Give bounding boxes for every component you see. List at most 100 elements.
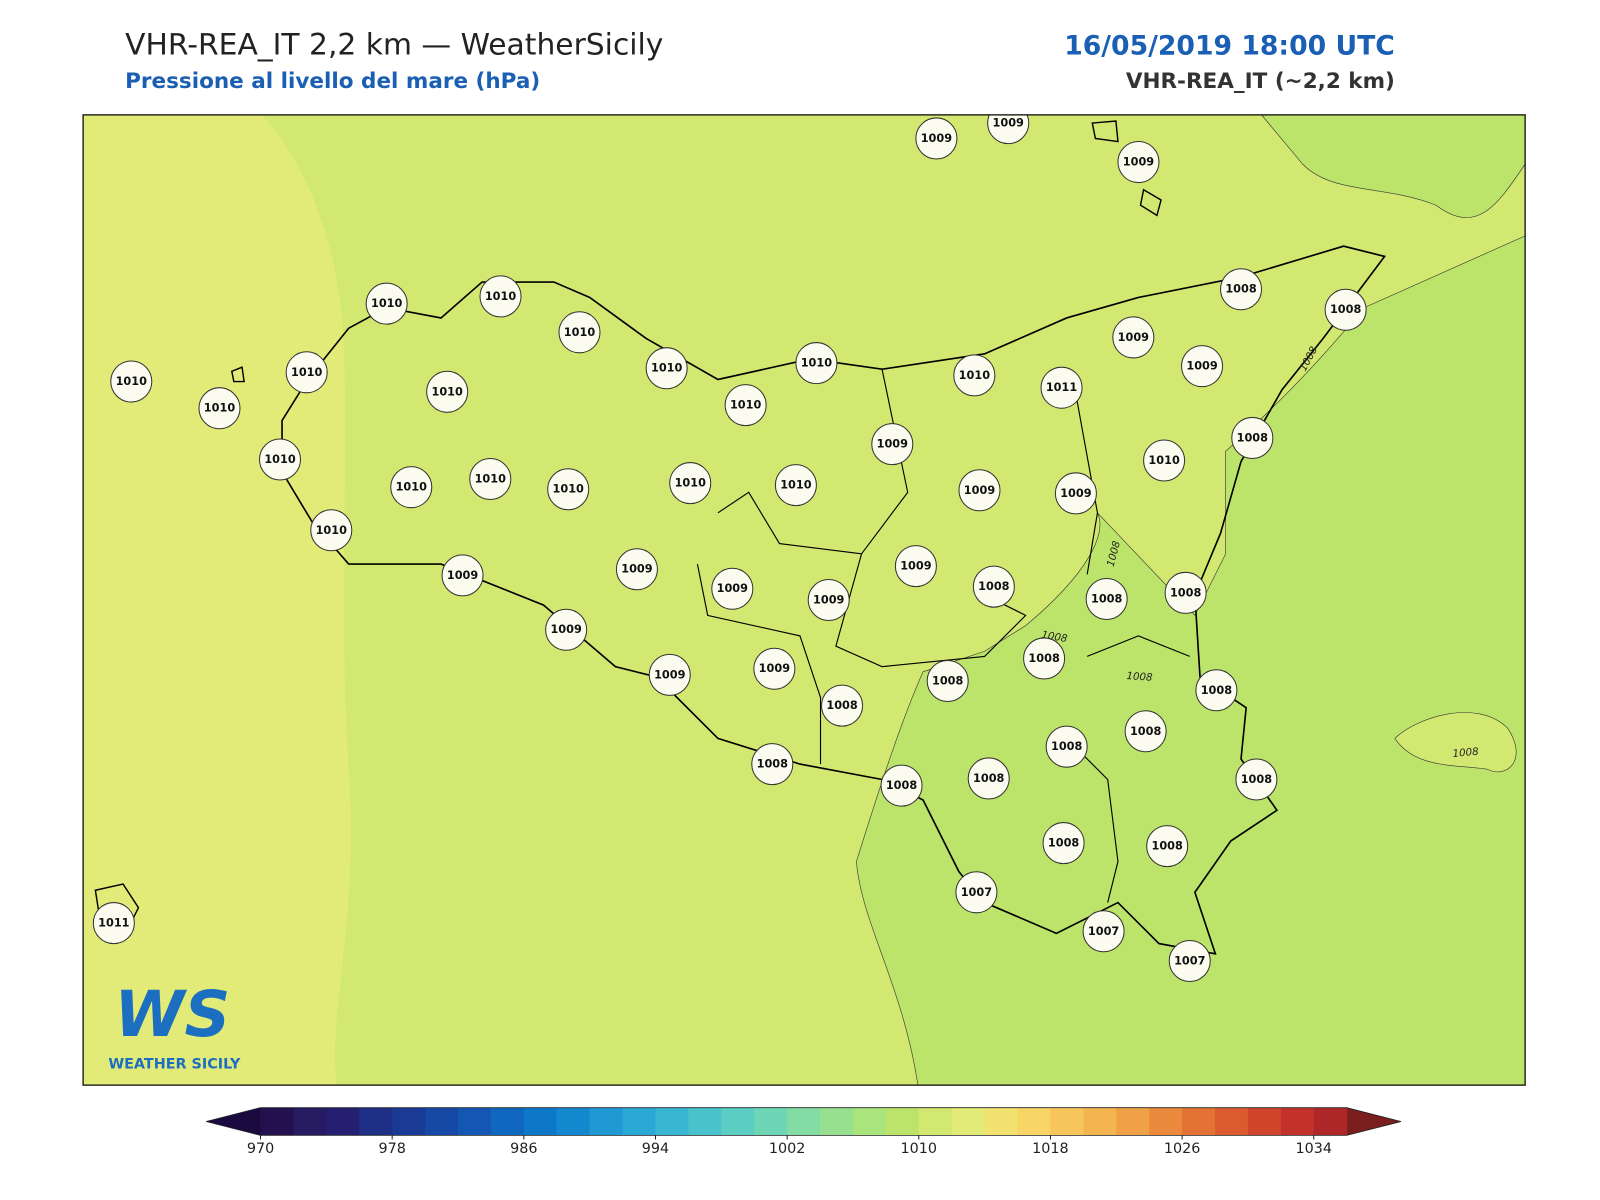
model-label: VHR-REA_IT (~2,2 km) — [1126, 69, 1395, 94]
colorbar-bin — [721, 1107, 755, 1136]
colorbar-tick-label: 970 — [247, 1141, 274, 1157]
station-value: 1008 — [1048, 837, 1080, 850]
station-marker — [894, 545, 937, 588]
station-value: 1010 — [675, 477, 707, 490]
station-value: 1008 — [932, 675, 964, 688]
station-marker — [390, 466, 433, 509]
station-value: 1008 — [1091, 592, 1123, 605]
colorbar-bin — [622, 1107, 656, 1136]
station-marker — [967, 757, 1010, 800]
station-marker — [615, 548, 658, 591]
station-marker — [365, 282, 408, 325]
station-value: 1008 — [886, 779, 918, 792]
colorbar-over — [1346, 1107, 1402, 1136]
station-value: 1010 — [564, 326, 596, 339]
station: 1007 — [1082, 910, 1125, 953]
contour-label: 1008 — [1126, 670, 1153, 684]
station-value: 1008 — [757, 758, 789, 771]
station: 1010 — [258, 438, 302, 481]
station-marker — [1146, 825, 1189, 868]
station-value: 1008 — [1051, 740, 1083, 753]
station: 1009 — [648, 653, 691, 696]
station: 1009 — [958, 469, 1001, 512]
station-value: 1009 — [654, 668, 686, 681]
station: 1009 — [1054, 472, 1097, 515]
station-marker — [648, 653, 691, 696]
station-marker — [1040, 366, 1083, 409]
colorbar-bin — [523, 1107, 558, 1136]
station-value: 1010 — [730, 399, 762, 412]
station-value: 1010 — [1148, 454, 1180, 467]
station-value: 1010 — [204, 402, 236, 415]
station-marker — [953, 354, 996, 397]
station: 1010 — [110, 360, 153, 403]
station-marker — [1181, 345, 1224, 388]
station-marker — [955, 871, 998, 914]
colorbar-bin — [655, 1107, 689, 1136]
station-value: 1009 — [877, 438, 909, 451]
station-marker — [987, 114, 1030, 145]
station: 1008 — [926, 660, 969, 703]
station: 1008 — [821, 684, 864, 727]
station: 1011 — [1040, 366, 1083, 409]
station-value: 1008 — [1151, 840, 1183, 853]
station: 1009 — [545, 608, 588, 651]
station-marker — [426, 370, 469, 413]
station-value: 1010 — [316, 524, 348, 537]
station: 1008 — [1219, 268, 1263, 311]
colorbar-bin — [918, 1107, 953, 1136]
station: 1008 — [1085, 577, 1128, 620]
station-marker — [545, 608, 588, 651]
station-value: 1009 — [550, 623, 582, 636]
station-value: 1008 — [1225, 283, 1257, 296]
station: 1007 — [1168, 940, 1211, 983]
station-marker — [958, 469, 1001, 512]
colorbar-bin — [260, 1107, 294, 1136]
station-marker — [1195, 669, 1238, 712]
contour-label: 1008 — [1452, 746, 1480, 760]
datetime: 16/05/2019 18:00 UTC — [1064, 30, 1395, 61]
station-value: 1010 — [651, 362, 683, 375]
colorbar-bin — [1215, 1107, 1249, 1136]
station: 1008 — [1164, 571, 1207, 614]
colorbar-bin — [1313, 1107, 1348, 1136]
station-marker — [1112, 316, 1155, 359]
station-marker — [1117, 141, 1160, 184]
station: 1009 — [1181, 345, 1224, 388]
colorbar-bin — [787, 1107, 821, 1136]
station-value: 1010 — [475, 472, 507, 485]
colorbar-tick-label: 994 — [642, 1141, 669, 1157]
station-marker — [285, 351, 328, 394]
station-marker — [1219, 268, 1263, 311]
station-marker — [807, 578, 850, 622]
station-marker — [1168, 940, 1211, 983]
station-value: 1010 — [291, 366, 323, 379]
colorbar-bin — [1247, 1107, 1282, 1136]
colorbar-under — [206, 1107, 261, 1136]
colorbar-bin — [1116, 1107, 1150, 1136]
station: 1008 — [1146, 825, 1189, 868]
station-value: 1009 — [1118, 331, 1150, 344]
station: 1010 — [390, 466, 433, 509]
station-value: 1010 — [959, 369, 991, 382]
station-value: 1011 — [98, 917, 130, 930]
station-value: 1010 — [553, 483, 585, 496]
station: 1010 — [547, 468, 590, 511]
colorbar-bin — [885, 1107, 920, 1136]
station-marker — [915, 117, 958, 160]
station-marker — [972, 565, 1015, 608]
colorbar-bin — [293, 1107, 327, 1136]
station-marker — [724, 384, 767, 427]
colorbar-bin — [1280, 1107, 1315, 1136]
station-marker — [1023, 637, 1066, 680]
station-marker — [558, 311, 601, 354]
colorbar-bin — [556, 1107, 591, 1136]
station-value: 1008 — [1130, 725, 1162, 738]
station: 1008 — [1042, 822, 1085, 865]
station: 1010 — [310, 509, 353, 552]
title: VHR-REA_IT 2,2 km — WeatherSicily — [125, 27, 663, 62]
station-marker — [1324, 288, 1367, 331]
station-marker — [669, 462, 712, 505]
station-marker — [441, 554, 484, 597]
station: 1010 — [479, 275, 522, 318]
